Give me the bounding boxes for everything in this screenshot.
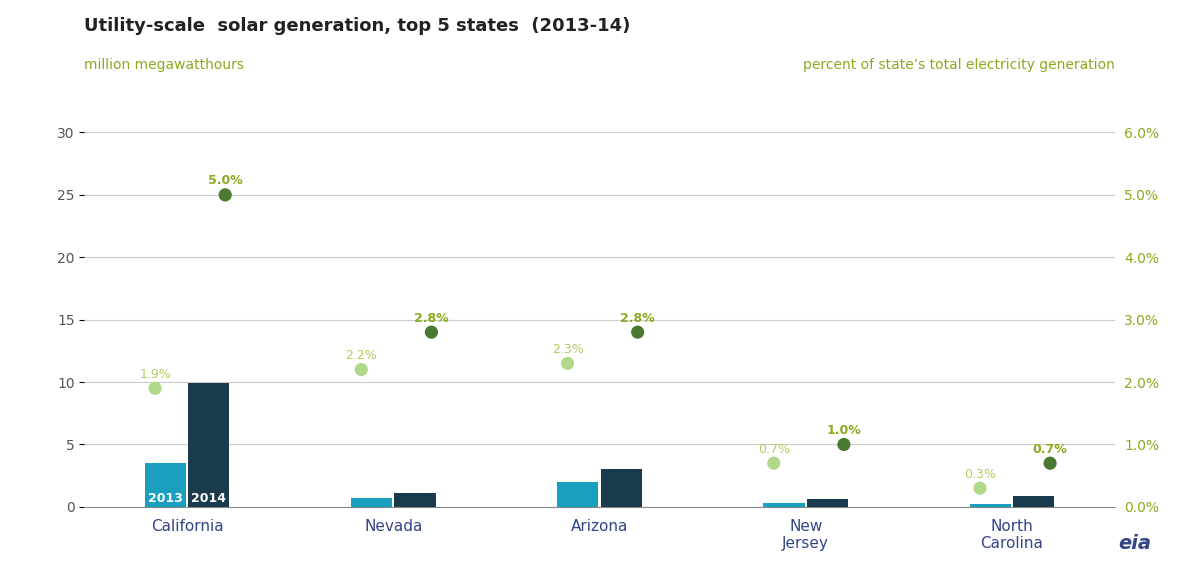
Point bbox=[970, 484, 989, 493]
Point bbox=[558, 359, 577, 368]
Bar bbox=[351, 498, 392, 507]
Text: percent of state’s total electricity generation: percent of state’s total electricity gen… bbox=[803, 58, 1115, 71]
Bar bbox=[558, 482, 598, 507]
Text: 0.7%: 0.7% bbox=[758, 443, 790, 456]
Text: Utility-scale  solar generation, top 5 states  (2013-14): Utility-scale solar generation, top 5 st… bbox=[84, 17, 631, 35]
Text: 5.0%: 5.0% bbox=[207, 175, 242, 187]
Text: 2014: 2014 bbox=[191, 492, 227, 505]
Bar bbox=[145, 463, 186, 507]
Point bbox=[145, 384, 164, 393]
Point bbox=[764, 458, 783, 468]
Bar bbox=[970, 505, 1011, 507]
Text: 0.7%: 0.7% bbox=[1032, 443, 1067, 456]
Bar bbox=[601, 469, 641, 507]
Text: 2.3%: 2.3% bbox=[552, 343, 584, 356]
Text: 2.8%: 2.8% bbox=[620, 312, 655, 325]
Text: eia: eia bbox=[1117, 534, 1151, 553]
Point bbox=[351, 365, 370, 374]
Point bbox=[1041, 458, 1060, 468]
Text: 2013: 2013 bbox=[147, 492, 182, 505]
Bar bbox=[1013, 497, 1054, 507]
Point bbox=[422, 328, 441, 337]
Bar bbox=[807, 499, 848, 507]
Text: 0.3%: 0.3% bbox=[964, 468, 996, 480]
Text: 2.2%: 2.2% bbox=[345, 349, 378, 362]
Text: 2.8%: 2.8% bbox=[414, 312, 448, 325]
Text: 1.9%: 1.9% bbox=[139, 368, 171, 381]
Point bbox=[628, 328, 647, 337]
Text: million megawatthours: million megawatthours bbox=[84, 58, 243, 71]
Point bbox=[835, 440, 854, 449]
Point bbox=[216, 190, 235, 199]
Bar bbox=[188, 384, 229, 507]
Text: 1.0%: 1.0% bbox=[826, 424, 861, 437]
Bar bbox=[394, 493, 435, 507]
Bar bbox=[764, 502, 805, 507]
